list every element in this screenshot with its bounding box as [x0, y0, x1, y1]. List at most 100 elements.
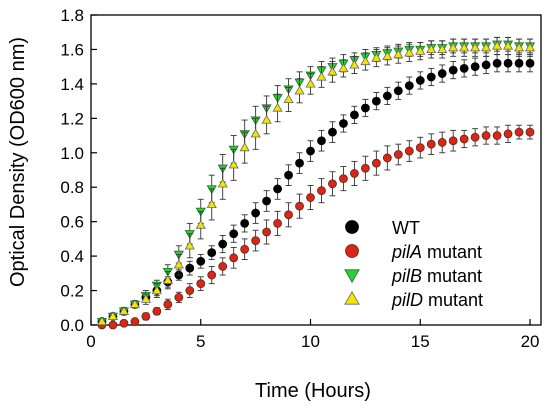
- data-point: [349, 59, 360, 69]
- data-point: [437, 69, 447, 78]
- data-point: [339, 119, 348, 128]
- x-tick-label: 10: [301, 332, 320, 351]
- data-point: [492, 40, 503, 50]
- data-point: [525, 127, 535, 137]
- data-point: [240, 218, 250, 228]
- data-point: [393, 86, 403, 96]
- data-point: [316, 71, 327, 81]
- data-point: [382, 91, 392, 101]
- data-point: [272, 102, 283, 112]
- data-point: [306, 146, 315, 156]
- data-point: [207, 248, 217, 258]
- data-point: [251, 208, 261, 218]
- data-point: [239, 142, 250, 152]
- data-point: [437, 44, 448, 54]
- data-point: [196, 279, 206, 289]
- data-point: [415, 45, 426, 55]
- data-point: [250, 128, 261, 138]
- data-point: [294, 85, 305, 95]
- legend-label-text: mutant: [422, 242, 482, 262]
- y-axis-title: Optical Density (OD600 nm): [7, 37, 29, 287]
- data-point: [283, 94, 294, 103]
- data-point: [525, 58, 535, 68]
- data-point: [426, 72, 436, 82]
- data-point: [338, 63, 349, 72]
- data-point: [393, 49, 404, 59]
- legend-item: WT: [345, 218, 420, 238]
- data-point: [514, 127, 524, 137]
- data-point: [502, 40, 514, 50]
- data-point: [162, 275, 173, 284]
- data-point: [393, 150, 403, 159]
- data-point: [371, 96, 381, 106]
- data-point: [251, 236, 261, 246]
- legend-marker: [344, 291, 360, 305]
- data-point: [130, 317, 140, 326]
- data-point: [459, 42, 470, 52]
- data-point: [152, 306, 162, 316]
- plot-frame: [90, 14, 542, 326]
- data-point: [284, 210, 293, 220]
- data-point: [273, 184, 282, 194]
- data-point: [327, 66, 338, 76]
- data-point: [339, 174, 348, 184]
- data-point: [481, 42, 492, 52]
- data-point: [163, 299, 173, 309]
- y-tick-label: 1.4: [60, 75, 84, 94]
- data-point: [404, 47, 415, 57]
- legend-label: pilA mutant: [391, 242, 482, 262]
- y-tick-label: 1.6: [60, 40, 84, 59]
- data-point: [262, 227, 272, 237]
- data-point: [151, 285, 162, 295]
- data-point: [229, 253, 239, 263]
- data-point: [404, 81, 414, 91]
- data-point: [195, 219, 206, 229]
- data-point: [174, 293, 184, 302]
- data-point: [350, 110, 359, 120]
- data-point: [108, 320, 118, 330]
- legend-label-italic: pilB: [391, 266, 422, 286]
- legend-label-text: WT: [392, 218, 420, 238]
- data-point: [360, 103, 370, 113]
- data-point: [350, 169, 359, 178]
- data-point: [328, 127, 337, 137]
- data-point: [513, 42, 525, 52]
- data-point: [328, 179, 337, 189]
- data-point: [295, 158, 304, 168]
- data-point: [492, 58, 502, 68]
- data-point: [415, 76, 425, 85]
- data-point: [317, 186, 326, 196]
- legend-marker: [345, 244, 359, 258]
- data-point: [185, 286, 195, 295]
- data-point: [306, 193, 315, 202]
- legend-label-italic: pilA: [391, 242, 422, 262]
- data-point: [371, 52, 382, 62]
- data-point: [382, 153, 392, 163]
- data-point: [437, 138, 447, 147]
- x-tick-label: 20: [521, 332, 540, 351]
- y-tick-label: 1.8: [60, 6, 84, 25]
- legend-item: pilD mutant: [344, 290, 483, 310]
- data-point: [261, 114, 272, 124]
- y-tick-label: 1.0: [60, 144, 84, 163]
- data-point: [459, 63, 469, 73]
- data-point: [448, 136, 458, 146]
- legend-marker: [344, 269, 360, 283]
- data-point: [262, 196, 272, 206]
- data-point: [228, 159, 239, 169]
- legend-label: pilD mutant: [391, 290, 483, 310]
- data-point: [273, 218, 282, 228]
- data-point: [229, 229, 239, 239]
- data-point: [118, 306, 130, 315]
- y-tick-label: 0.8: [60, 178, 84, 197]
- legend-label-italic: pilD: [391, 290, 423, 310]
- data-point: [360, 163, 370, 173]
- data-point: [196, 256, 206, 266]
- data-point: [514, 58, 524, 68]
- series-layer: [96, 36, 536, 330]
- series-pild-mutant: [96, 36, 536, 326]
- data-point: [426, 139, 436, 149]
- data-point: [184, 240, 195, 250]
- data-point: [492, 131, 502, 140]
